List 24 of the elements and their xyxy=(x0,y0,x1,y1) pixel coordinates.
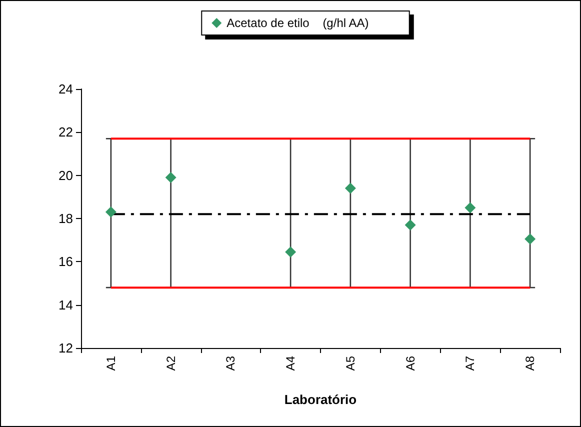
x-tick-label: A6 xyxy=(403,356,418,371)
x-tick-label: A7 xyxy=(463,356,478,371)
point xyxy=(464,202,476,214)
x-tick-label: A1 xyxy=(104,356,118,371)
point xyxy=(344,182,356,194)
legend-label: Acetato de etilo (g/hl AA) xyxy=(226,16,369,30)
x-tick-label: A4 xyxy=(284,356,298,371)
point xyxy=(285,246,296,258)
y-tick-label: 14 xyxy=(58,297,73,312)
point xyxy=(105,206,116,218)
point xyxy=(404,219,416,230)
y-tick-label: 18 xyxy=(58,211,73,226)
x-axis-title: Laboratório xyxy=(284,392,357,407)
x-tick-label: A5 xyxy=(343,356,358,371)
y-tick-label: 12 xyxy=(58,340,73,356)
y-tick-label: 16 xyxy=(58,254,73,270)
x-tick-label: A2 xyxy=(164,356,178,371)
point xyxy=(165,172,176,183)
x-tick-label: A3 xyxy=(224,356,238,371)
y-tick-label: 22 xyxy=(58,124,73,140)
y-tick-label: 20 xyxy=(58,168,73,183)
y-tick-label: 24 xyxy=(58,82,73,96)
x-tick-label: A8 xyxy=(523,356,538,371)
point xyxy=(524,234,536,245)
